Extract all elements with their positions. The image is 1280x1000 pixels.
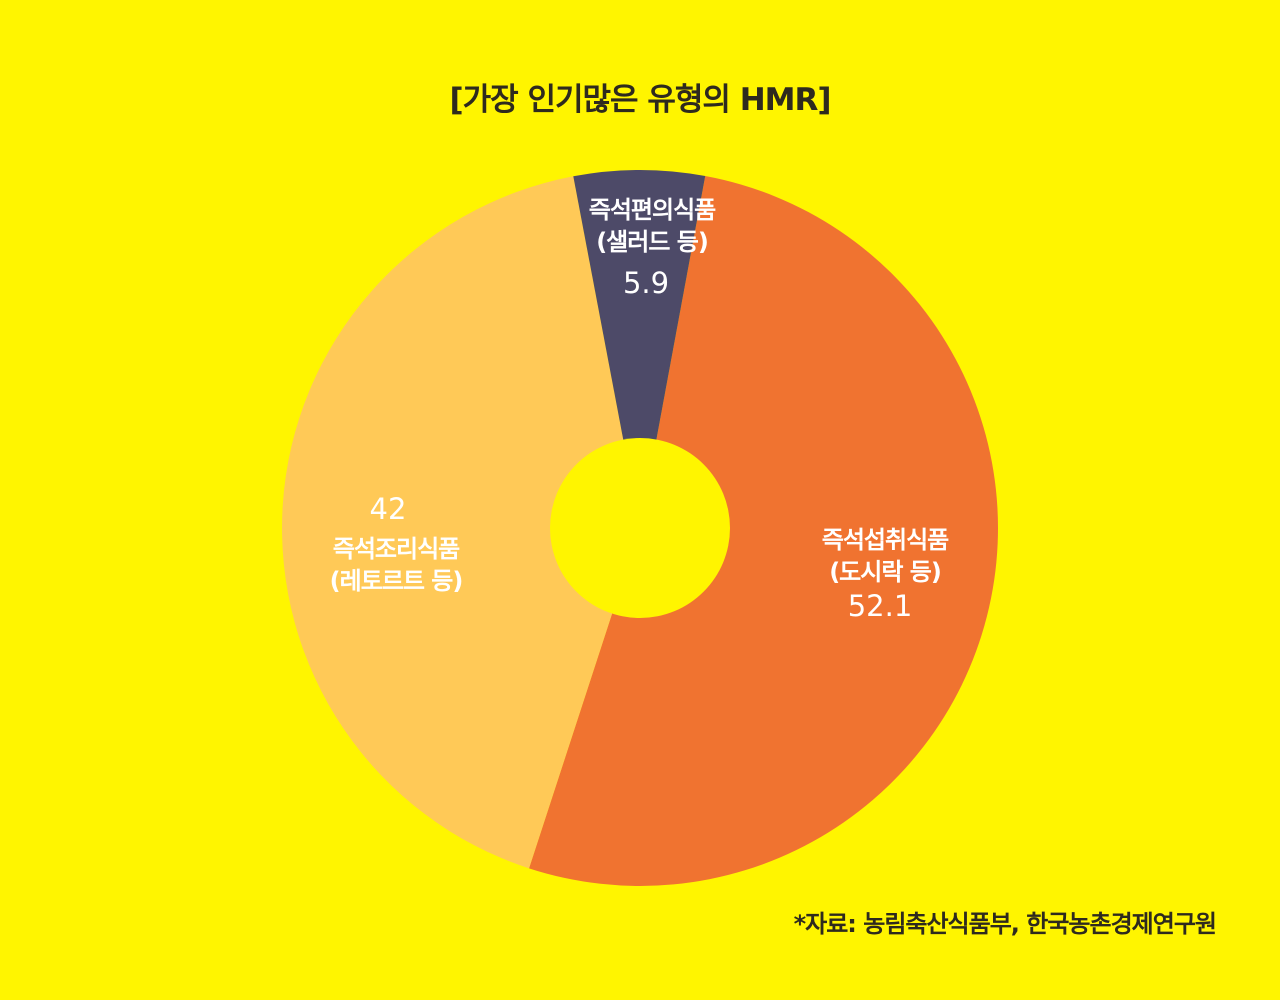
slice-3-name-line-2: (샐러드 등) — [596, 228, 708, 256]
pie-slice-2 — [282, 176, 640, 869]
chart-title: [가장 인기많은 유형의 HMR] — [449, 82, 831, 118]
slice-2-value-label: 42 — [370, 492, 407, 526]
slice-2-name-line-1: 즉석조리식품 — [333, 535, 460, 563]
slice-1-value-label: 52.1 — [848, 589, 913, 623]
slice-3-name-line-1: 즉석편의식품 — [589, 196, 716, 224]
pie-slice-1 — [529, 175, 998, 886]
slice-2-name-line-2: (레토르트 등) — [330, 567, 463, 595]
slice-1-name-line-2: (도시락 등) — [829, 558, 941, 586]
slice-1-name-line-1: 즉석섭취식품 — [822, 526, 949, 554]
pie-slice-3 — [573, 169, 706, 528]
donut-hole — [550, 438, 730, 618]
slice-3-value-label: 5.9 — [623, 266, 669, 300]
source-note: *자료: 농림축산식품부, 한국농촌경제연구원 — [793, 910, 1217, 938]
